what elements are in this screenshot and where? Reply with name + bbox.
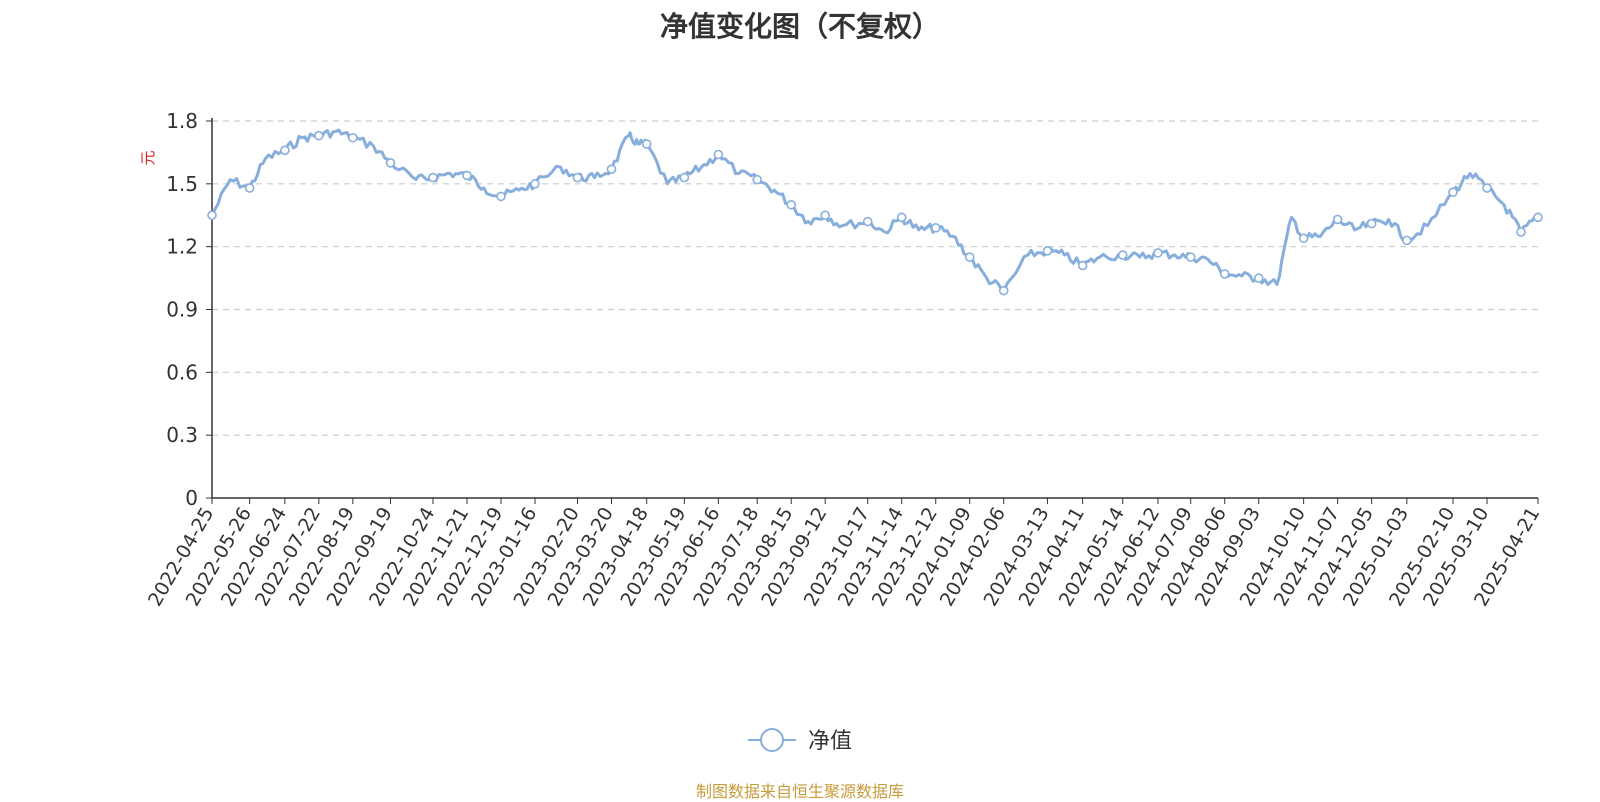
- x-axis-ticks: 2022-04-252022-05-262022-06-242022-07-22…: [144, 498, 1544, 610]
- y-axis-ticks: 0 0.3 0.6 0.9 1.2 1.5 1.8: [166, 109, 212, 510]
- series-netvalue: [207, 128, 1543, 296]
- data-point[interactable]: [1402, 235, 1412, 246]
- data-point[interactable]: [1042, 246, 1053, 256]
- grid-lines: [212, 120, 1538, 436]
- series-line: [210, 128, 1539, 293]
- data-point[interactable]: [641, 139, 652, 149]
- data-point[interactable]: [1482, 183, 1492, 193]
- data-point[interactable]: [1077, 260, 1088, 271]
- legend-marker-icon: [760, 728, 784, 752]
- y-tick-label: 1.5: [166, 172, 198, 196]
- data-point[interactable]: [1533, 212, 1543, 223]
- data-point[interactable]: [1448, 187, 1458, 198]
- data-point[interactable]: [998, 285, 1009, 296]
- data-point[interactable]: [1185, 252, 1196, 262]
- y-tick-label: 1.8: [166, 109, 198, 133]
- data-point[interactable]: [428, 172, 438, 183]
- data-point[interactable]: [1298, 233, 1309, 244]
- y-tick-label: 0: [185, 486, 198, 510]
- data-point[interactable]: [713, 149, 724, 160]
- data-point[interactable]: [1117, 250, 1128, 260]
- y-axis-unit-label: 元: [139, 150, 157, 165]
- chart-title: 净值变化图（不复权）: [659, 10, 940, 43]
- data-point[interactable]: [786, 199, 797, 210]
- data-point[interactable]: [679, 172, 690, 183]
- data-point[interactable]: [820, 210, 831, 221]
- data-point[interactable]: [314, 130, 324, 141]
- y-tick-label: 1.2: [166, 235, 198, 259]
- data-point[interactable]: [930, 223, 941, 233]
- data-point[interactable]: [606, 164, 617, 174]
- data-point[interactable]: [530, 179, 540, 189]
- data-point[interactable]: [1253, 273, 1264, 283]
- data-point[interactable]: [862, 216, 873, 227]
- y-tick-label: 0.6: [166, 360, 198, 384]
- data-point[interactable]: [348, 132, 358, 143]
- legend[interactable]: 净值: [748, 728, 852, 754]
- data-point[interactable]: [462, 170, 472, 181]
- legend-label: 净值: [808, 729, 852, 754]
- data-point[interactable]: [1366, 218, 1377, 229]
- data-point[interactable]: [280, 145, 290, 156]
- data-source-note: 制图数据来自恒生聚源数据库: [695, 782, 904, 801]
- data-point[interactable]: [964, 252, 975, 262]
- y-tick-label: 0.9: [166, 298, 198, 322]
- data-point[interactable]: [496, 191, 506, 202]
- data-point[interactable]: [752, 174, 763, 185]
- data-point[interactable]: [572, 172, 583, 183]
- data-point[interactable]: [1332, 214, 1343, 225]
- data-point[interactable]: [1153, 248, 1163, 258]
- data-point[interactable]: [207, 210, 217, 221]
- data-point[interactable]: [244, 183, 255, 193]
- data-point[interactable]: [385, 158, 396, 168]
- data-point[interactable]: [896, 212, 907, 223]
- y-tick-label: 0.3: [166, 423, 198, 447]
- data-point[interactable]: [1516, 227, 1526, 237]
- data-point[interactable]: [1219, 269, 1230, 279]
